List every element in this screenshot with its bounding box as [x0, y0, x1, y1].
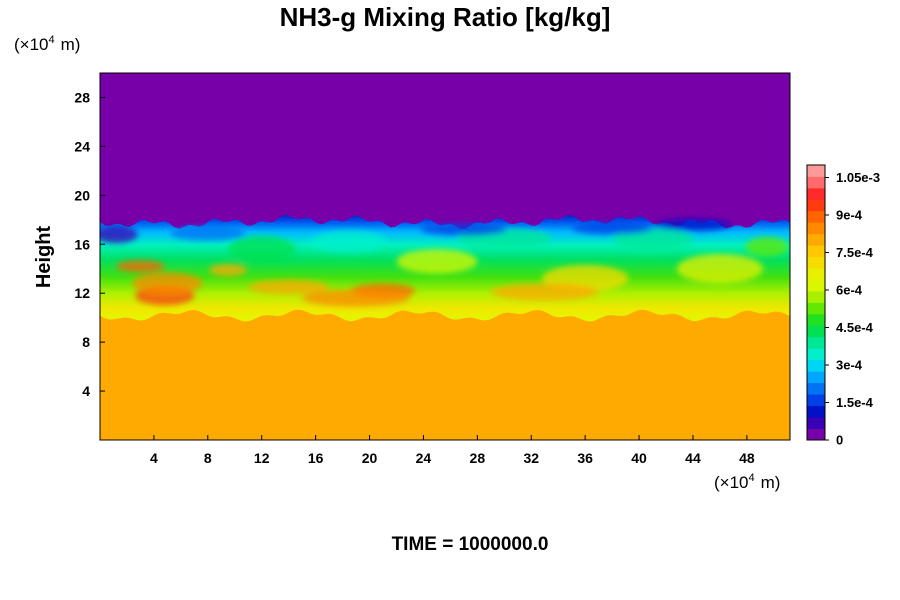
colorbar-tick-label: 7.5e-4: [836, 245, 874, 260]
eddy-mark: [311, 230, 387, 253]
colorbar-swatch: [807, 268, 825, 280]
x-tick-label: 36: [577, 450, 593, 466]
chart-title: NH3-g Mixing Ratio [kg/kg]: [280, 2, 611, 32]
x-tick-label: 32: [523, 450, 539, 466]
eddy-mark: [302, 289, 410, 307]
x-axis-unit: (×104 m): [714, 472, 780, 492]
eddy-mark: [228, 235, 296, 263]
y-tick-label: 20: [74, 187, 90, 203]
colorbar-swatch: [807, 279, 825, 292]
colorbar-ticks: 0 1.5e-4 3e-4 4.5e-4 6e-4 7.5e-4 9e-4 1.05e-3: [825, 170, 880, 448]
eddy-mark: [116, 260, 165, 273]
x-axis-ticks: 4 8 12 16 20 24 28 32 36 40 44 48: [150, 435, 755, 466]
colorbar-swatch: [807, 291, 825, 303]
x-tick-label: 44: [685, 450, 701, 466]
eddy-mark: [170, 226, 246, 241]
x-tick-label: 8: [204, 450, 212, 466]
turbulent-structures: [100, 218, 789, 307]
x-tick-label: 48: [739, 450, 755, 466]
x-tick-label: 4: [150, 450, 158, 466]
colorbar-swatch: [807, 210, 825, 223]
colorbar-tick-label: 3e-4: [836, 358, 863, 373]
colorbar-swatch: [807, 313, 825, 326]
x-tick-label: 12: [254, 450, 270, 466]
x-tick-label: 16: [308, 450, 324, 466]
colorbar-swatch: [807, 187, 825, 200]
eddy-mark: [745, 236, 789, 257]
x-tick-label: 40: [631, 450, 647, 466]
plot-frame: [99, 72, 791, 441]
x-tick-label: 20: [362, 450, 378, 466]
colorbar-tick-label: 9e-4: [836, 208, 863, 223]
x-tick-label: 24: [416, 450, 432, 466]
eddy-mark: [655, 218, 731, 231]
colorbar-swatch: [807, 348, 825, 361]
colorbar-tick-label: 4.5e-4: [836, 320, 874, 335]
y-tick-label: 16: [74, 236, 90, 252]
eddy-mark: [209, 263, 247, 277]
colorbar-swatch: [807, 245, 825, 258]
colorbar-swatch: [807, 302, 825, 315]
colorbar-swatch: [807, 382, 825, 395]
colorbar-tick-label: 1.5e-4: [836, 395, 874, 410]
eddy-mark: [571, 222, 653, 235]
colorbar-tick-label: 0: [836, 433, 843, 448]
colorbar-swatch: [807, 394, 825, 407]
x-tick-label: 28: [470, 450, 486, 466]
time-label: TIME = 1000000.0: [392, 534, 549, 555]
eddy-mark: [132, 272, 203, 295]
y-tick-label: 8: [82, 334, 90, 350]
colorbar-tick-label: 6e-4: [836, 283, 863, 298]
y-tick-label: 28: [74, 89, 90, 105]
colorbar-swatch: [807, 371, 825, 384]
y-tick-label: 4: [82, 383, 90, 399]
colorbar-swatch: [807, 222, 825, 235]
colorbar-swatch: [807, 428, 825, 441]
colorbar: [806, 164, 826, 441]
colorbar-swatch: [807, 176, 825, 189]
eddy-mark: [612, 228, 693, 251]
colorbar-swatch: [807, 336, 825, 349]
y-axis-ticks: 4 8 12 16 20 24 28: [74, 89, 105, 399]
eddy-mark: [420, 223, 507, 236]
y-axis-label: Height: [33, 226, 55, 289]
heatmap-field: [100, 73, 790, 440]
colorbar-swatch: [807, 165, 825, 177]
colorbar-swatch: [807, 325, 825, 338]
eddy-mark: [676, 254, 764, 284]
colorbar-swatch: [807, 417, 825, 429]
y-tick-label: 24: [74, 138, 90, 154]
colorbar-frame: [806, 164, 826, 441]
colorbar-swatch: [807, 359, 825, 372]
y-tick-label: 12: [74, 285, 90, 301]
lower-region: [100, 307, 790, 440]
eddy-mark: [100, 225, 138, 244]
colorbar-swatch: [807, 405, 825, 418]
colorbar-swatch: [807, 233, 825, 246]
colorbar-swatch: [807, 199, 825, 212]
eddy-mark: [248, 279, 330, 295]
colorbar-swatch: [807, 256, 825, 269]
y-axis-unit: (×104 m): [14, 34, 80, 54]
colorbar-tick-label: 1.05e-3: [836, 170, 880, 185]
eddy-mark: [396, 249, 478, 274]
eddy-mark: [490, 283, 599, 301]
